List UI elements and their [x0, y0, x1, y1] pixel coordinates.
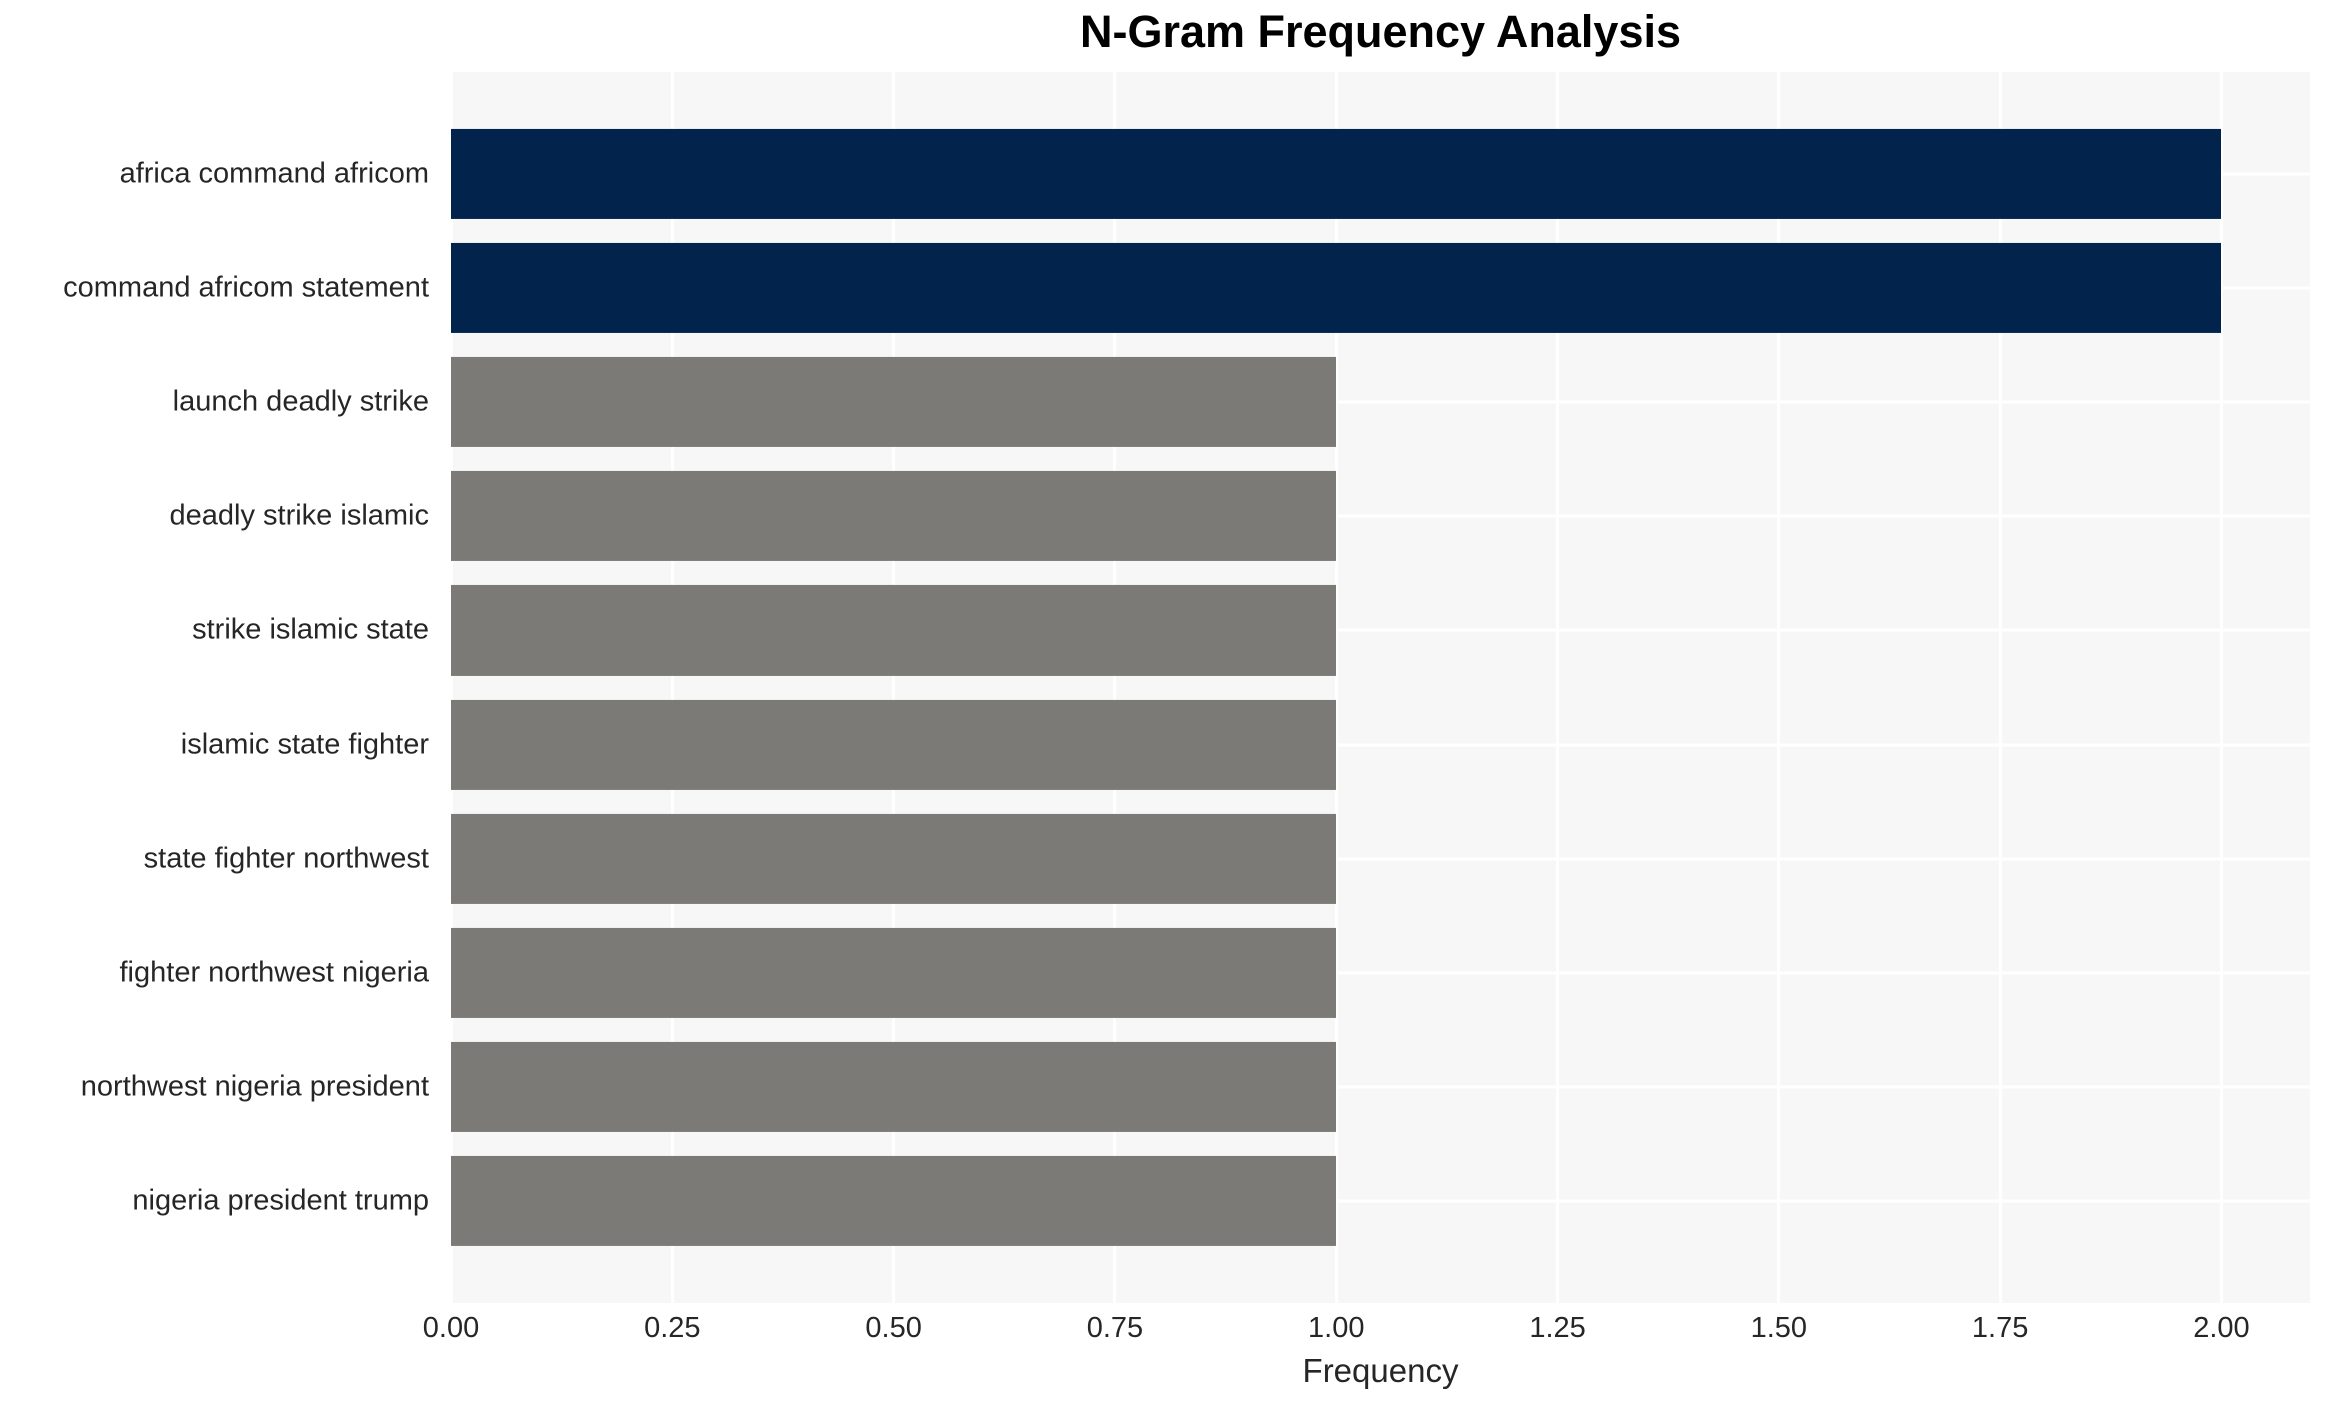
bar-rows: africa command africom command africom st… — [63, 72, 2310, 1303]
x-axis-label: Frequency — [1302, 1352, 1459, 1389]
x-tick-label: 0.75 — [1086, 1312, 1144, 1344]
gridline-y — [451, 628, 2310, 632]
y-tick-label: islamic state fighter — [180, 728, 429, 761]
x-tick-label: 0.00 — [422, 1312, 480, 1344]
x-axis-ticks: 0.00 0.25 0.50 0.75 1.00 1.25 1.50 1.75 2.00 — [423, 1312, 2310, 1348]
y-tick-label: northwest nigeria president — [80, 1070, 429, 1103]
bar-row: state fighter northwest — [144, 802, 2310, 916]
gridline-x-1 — [1334, 72, 1338, 1303]
y-tick-label: state fighter northwest — [143, 842, 429, 875]
bar — [451, 699, 1337, 790]
gridline-y — [451, 400, 2310, 404]
gridline-y — [451, 1199, 2310, 1203]
gridline-x-1.75 — [1998, 72, 2002, 1303]
y-tick-label: deadly strike islamic — [169, 499, 429, 532]
bar-row: fighter northwest nigeria — [120, 916, 2310, 1030]
gridline-x-0.25 — [670, 72, 674, 1303]
y-tick-label: command africom statement — [63, 271, 429, 304]
gridline-x-0.5 — [892, 72, 896, 1303]
x-tick-label: 2.00 — [2193, 1312, 2250, 1344]
x-tick-label: 1.50 — [1750, 1312, 1808, 1344]
bar — [451, 1041, 1337, 1132]
bar-row: launch deadly strike — [173, 345, 2310, 459]
bar-row: strike islamic state — [192, 573, 2310, 687]
x-tick-label: 1.25 — [1529, 1312, 1586, 1344]
bar — [451, 357, 1337, 448]
bar — [451, 927, 1337, 1018]
x-tick-label: 0.50 — [865, 1312, 922, 1344]
bar-row: nigeria president trump — [132, 1144, 2310, 1258]
bar — [451, 813, 1337, 904]
plot-area: africa command africom command africom st… — [63, 72, 2310, 1303]
x-tick-label: 1.75 — [1971, 1312, 2029, 1344]
bar — [451, 1155, 1337, 1246]
gridline-x-0.75 — [1113, 72, 1117, 1303]
gridline-x-1.5 — [1777, 72, 1781, 1303]
gridline-y — [451, 857, 2310, 861]
bar — [451, 585, 1337, 676]
bar — [451, 243, 2222, 334]
gridline-x-0 — [449, 72, 453, 1303]
gridline-y — [451, 743, 2310, 747]
bar-row: africa command africom — [120, 117, 2310, 231]
gridline-y — [451, 514, 2310, 518]
bar-row: islamic state fighter — [181, 687, 2310, 801]
gridline-x-1.25 — [1556, 72, 1560, 1303]
y-tick-label: nigeria president trump — [132, 1184, 429, 1217]
gridline-x-2 — [2219, 72, 2223, 1303]
chart-title: N-Gram Frequency Analysis — [1079, 6, 1682, 57]
y-tick-label: strike islamic state — [192, 613, 429, 646]
x-tick-label: 1.00 — [1308, 1312, 1365, 1344]
bar — [451, 128, 2222, 220]
y-tick-label: africa command africom — [119, 157, 429, 190]
y-tick-label: launch deadly strike — [172, 385, 429, 418]
gridline-y — [451, 971, 2310, 975]
gridline-y — [451, 1085, 2310, 1089]
y-tick-label: fighter northwest nigeria — [119, 956, 430, 989]
bar-row: northwest nigeria president — [81, 1030, 2310, 1144]
bar-row: deadly strike islamic — [170, 459, 2310, 573]
bar — [451, 471, 1337, 562]
bar-row: command africom statement — [63, 231, 2310, 345]
x-tick-label: 0.25 — [644, 1312, 701, 1344]
